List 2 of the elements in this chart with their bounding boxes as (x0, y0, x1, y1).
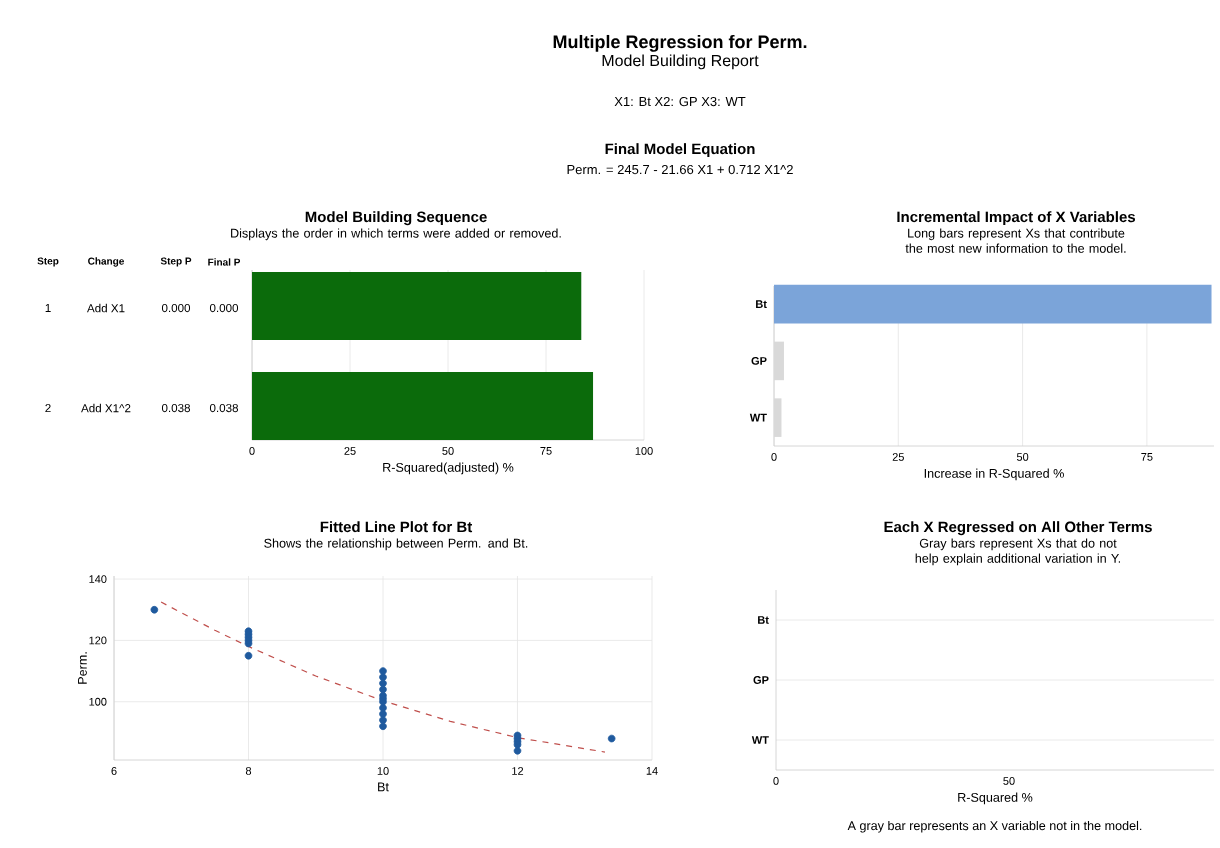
text: Multiple Regression for Perm. (553, 34, 807, 52)
text: Model Building Report (602, 54, 759, 70)
